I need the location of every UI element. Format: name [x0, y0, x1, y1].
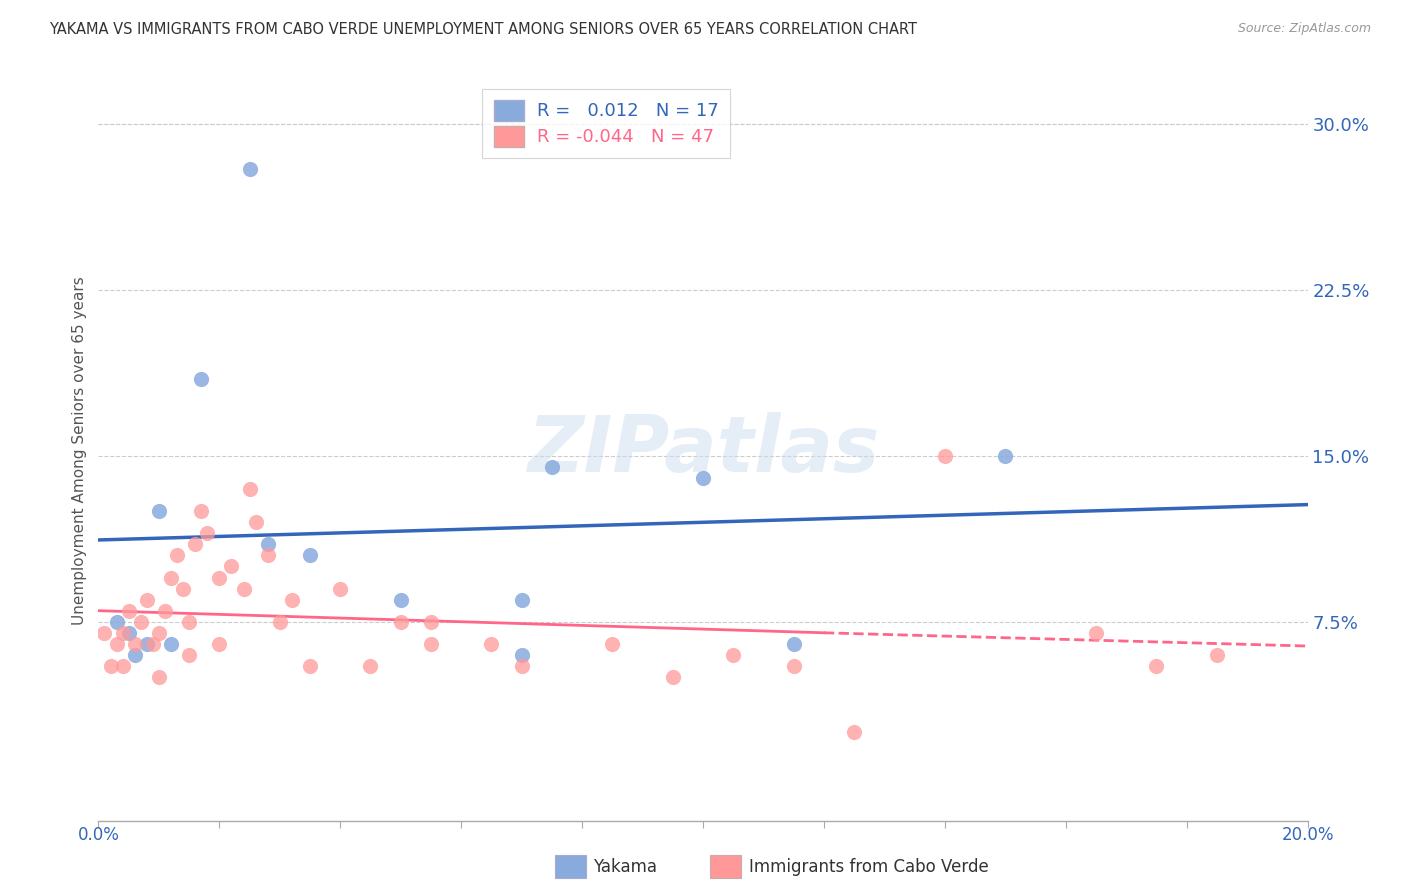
Point	[221, 559, 243, 574]
Point	[111, 625, 134, 640]
Point	[783, 637, 806, 651]
Point	[105, 615, 128, 629]
Point	[540, 460, 562, 475]
Point	[124, 648, 146, 662]
Point	[389, 592, 412, 607]
Text: 0.0%: 0.0%	[77, 826, 120, 845]
Point	[184, 537, 207, 551]
Point	[208, 570, 231, 584]
Point	[510, 659, 533, 673]
Point	[299, 549, 322, 563]
Point	[195, 526, 218, 541]
Point	[481, 637, 503, 651]
Point	[389, 615, 412, 629]
Point	[692, 471, 714, 485]
Point	[142, 637, 165, 651]
Point	[783, 659, 806, 673]
Point	[179, 615, 201, 629]
Point	[148, 625, 170, 640]
Point	[148, 670, 170, 684]
Point	[129, 615, 152, 629]
Point	[172, 582, 194, 596]
Point	[510, 592, 533, 607]
Point	[166, 549, 188, 563]
Point	[111, 659, 134, 673]
Point	[420, 615, 443, 629]
Point	[329, 582, 352, 596]
Text: Yakama: Yakama	[593, 858, 658, 876]
Point	[256, 549, 278, 563]
Point	[661, 670, 683, 684]
Point	[118, 625, 141, 640]
Point	[281, 592, 304, 607]
Text: 20.0%: 20.0%	[1281, 826, 1334, 845]
Point	[232, 582, 254, 596]
Point	[360, 659, 382, 673]
Point	[208, 637, 231, 651]
Point	[269, 615, 291, 629]
Point	[510, 648, 533, 662]
Point	[160, 637, 183, 651]
Point	[1085, 625, 1108, 640]
Point	[124, 637, 146, 651]
Text: Source: ZipAtlas.com: Source: ZipAtlas.com	[1237, 22, 1371, 36]
Point	[135, 592, 157, 607]
Point	[256, 537, 278, 551]
Point	[105, 637, 128, 651]
Point	[934, 449, 956, 463]
Point	[118, 604, 141, 618]
Text: YAKAMA VS IMMIGRANTS FROM CABO VERDE UNEMPLOYMENT AMONG SENIORS OVER 65 YEARS CO: YAKAMA VS IMMIGRANTS FROM CABO VERDE UNE…	[49, 22, 917, 37]
Point	[245, 516, 267, 530]
Point	[239, 161, 262, 176]
Y-axis label: Unemployment Among Seniors over 65 years: Unemployment Among Seniors over 65 years	[72, 277, 87, 624]
Point	[723, 648, 745, 662]
Point	[135, 637, 157, 651]
Point	[160, 570, 183, 584]
Point	[420, 637, 443, 651]
Point	[994, 449, 1017, 463]
Point	[179, 648, 201, 662]
Point	[299, 659, 322, 673]
Point	[153, 604, 176, 618]
Text: ZIPatlas: ZIPatlas	[527, 412, 879, 489]
Point	[602, 637, 624, 651]
Legend: R =   0.012   N = 17, R = -0.044   N = 47: R = 0.012 N = 17, R = -0.044 N = 47	[482, 88, 731, 159]
Point	[844, 725, 866, 739]
Point	[1146, 659, 1168, 673]
Point	[190, 504, 212, 518]
Point	[1206, 648, 1229, 662]
Point	[100, 659, 122, 673]
Point	[239, 482, 262, 496]
Text: Immigrants from Cabo Verde: Immigrants from Cabo Verde	[749, 858, 990, 876]
Point	[148, 504, 170, 518]
Point	[190, 371, 212, 385]
Point	[93, 625, 115, 640]
